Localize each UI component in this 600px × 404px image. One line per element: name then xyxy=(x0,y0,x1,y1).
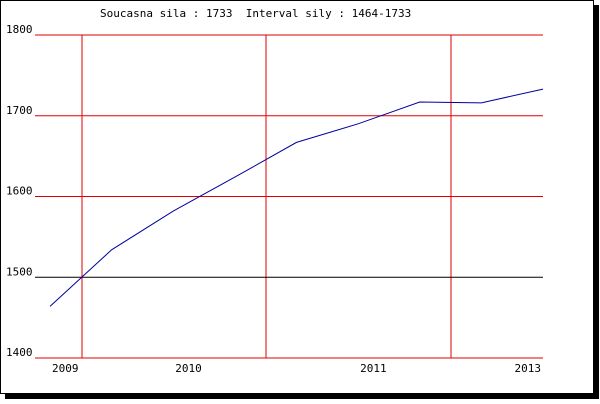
y-tick-label: 1600 xyxy=(6,185,33,198)
chart-title: Soucasna sila : 1733 Interval sily : 146… xyxy=(100,7,411,20)
y-tick-label: 1700 xyxy=(6,104,33,117)
x-tick-label: 2009 xyxy=(52,362,79,375)
y-tick-label: 1800 xyxy=(6,23,33,36)
y-tick-label: 1400 xyxy=(6,346,33,359)
data-line xyxy=(49,88,544,307)
y-tick-label: 1500 xyxy=(6,265,33,278)
x-tick-label: 2010 xyxy=(175,362,202,375)
x-tick-label: 2011 xyxy=(360,362,387,375)
x-tick-label: 2013 xyxy=(515,362,542,375)
